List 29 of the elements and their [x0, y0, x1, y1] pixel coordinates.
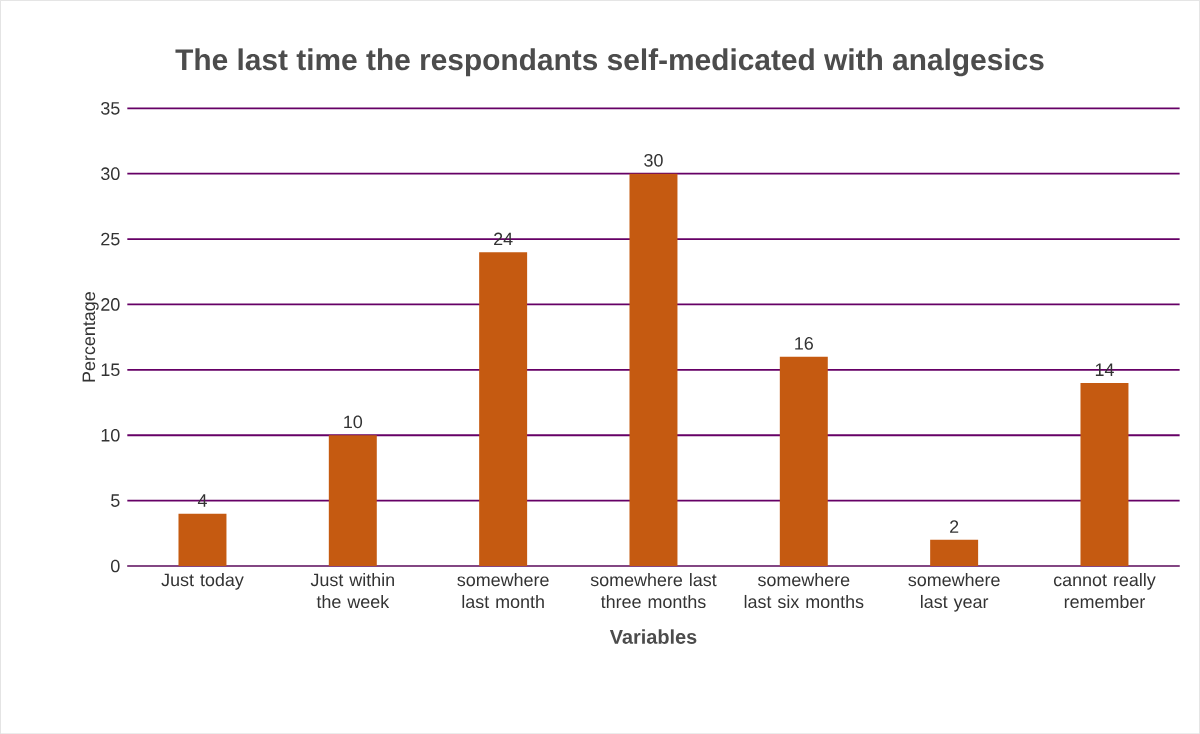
- y-tick-label: 35: [101, 101, 120, 115]
- data-label: 10: [344, 415, 363, 429]
- y-tick-label: 30: [101, 167, 120, 180]
- bar: [328, 435, 377, 566]
- bar: [479, 252, 528, 566]
- x-tick-label: Just within the week: [310, 572, 394, 608]
- x-tick-label: somewhere last year: [908, 572, 1000, 612]
- bar: [779, 356, 828, 566]
- x-tick-label: somewhere last six months: [744, 572, 864, 608]
- y-tick-label: 5: [111, 494, 120, 507]
- bar: [629, 173, 678, 566]
- y-tick-label: 25: [101, 232, 120, 246]
- y-tick-label: 10: [101, 428, 120, 442]
- bar: [178, 513, 227, 566]
- y-tick-label: 15: [101, 363, 120, 376]
- x-tick-label: somewhere last three months: [590, 572, 717, 608]
- chart-title: The last time the respondants self-medicated with analgesics: [175, 48, 1044, 77]
- y-tick-label: 20: [101, 297, 120, 311]
- data-label: 30: [644, 153, 663, 167]
- x-tick-label: somewhere last month: [457, 572, 549, 608]
- data-label: 2: [950, 520, 959, 533]
- y-tick-label: 0: [111, 559, 120, 573]
- bar: [930, 539, 979, 566]
- x-tick-label: Just today: [161, 572, 244, 590]
- data-label: 16: [795, 336, 813, 350]
- x-tick-label: cannot really remember: [1053, 572, 1156, 608]
- y-axis-title: Percentage: [82, 291, 99, 382]
- bar: [1080, 382, 1129, 566]
- x-axis-title: Variables: [609, 629, 697, 644]
